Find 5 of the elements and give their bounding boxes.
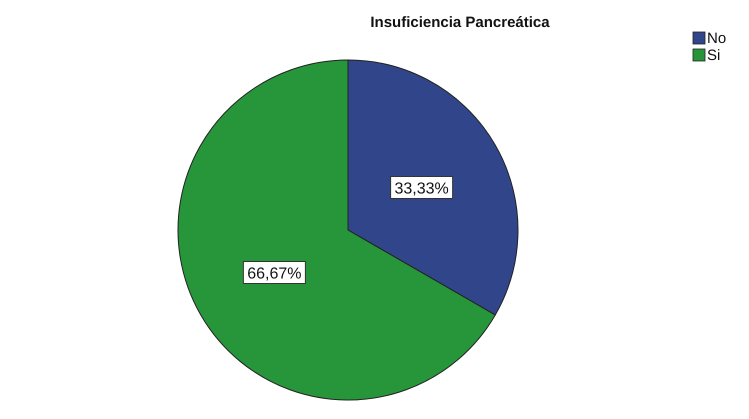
data-label: 66,67% [247, 266, 302, 283]
chart-title: Insuficiencia Pancreática [370, 14, 550, 31]
data-label: 33,33% [394, 180, 449, 198]
legend-label: Si [707, 47, 720, 64]
legend-label: No [707, 30, 726, 47]
